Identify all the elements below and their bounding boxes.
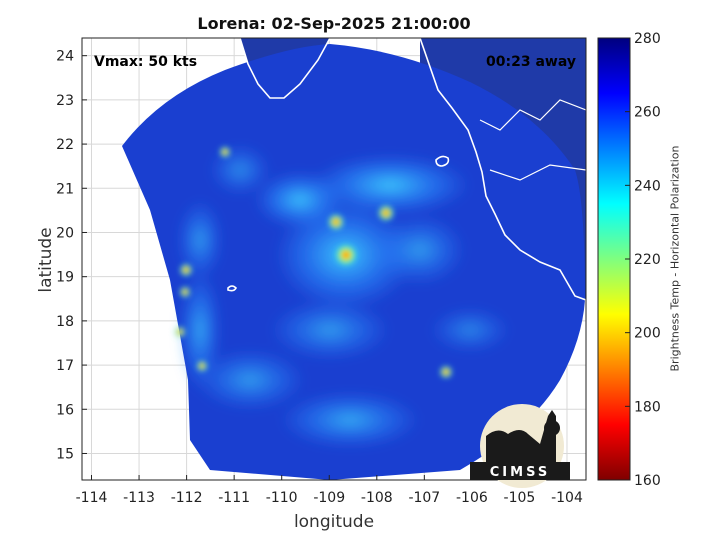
storm-cloud-pattern [178, 145, 510, 448]
colorbar-ticks: 160 180 200 220 240 260 280 [625, 31, 661, 489]
logo-silhouette [486, 410, 556, 468]
x-tick-label: -105 [504, 490, 536, 506]
x-tick-label: -104 [551, 490, 583, 506]
x-tick-label: -109 [313, 490, 345, 506]
colorbar-tick-label: 160 [634, 473, 661, 489]
x-ticks: -114 -113 -112 -111 -110 -109 -108 -107 -106 -105… [76, 475, 583, 506]
colorbar [597, 37, 631, 481]
y-tick-label: 21 [56, 181, 74, 197]
y-tick-label: 20 [56, 225, 74, 241]
colorbar-tick-label: 240 [634, 178, 661, 194]
figure-title: Lorena: 02-Sep-2025 21:00:00 [197, 14, 471, 33]
y-tick-label: 17 [56, 358, 74, 374]
colorbar-tick-label: 260 [634, 105, 661, 121]
y-tick-label: 23 [56, 93, 74, 109]
x-tick-label: -106 [456, 490, 488, 506]
cimss-logo: CIMSS [470, 404, 570, 488]
x-tick-label: -108 [361, 490, 393, 506]
vmax-label: Vmax: 50 kts [94, 54, 198, 70]
y-tick-label: 24 [56, 49, 74, 65]
colorbar-tick-label: 220 [634, 252, 661, 268]
x-axis-label: longitude [293, 512, 375, 532]
y-ticks: 15 16 17 18 19 20 21 22 23 24 [56, 49, 87, 462]
colorbar-tick-label: 280 [634, 31, 661, 47]
x-tick-label: -113 [123, 490, 155, 506]
coastlines [227, 38, 586, 301]
y-tick-label: 18 [56, 314, 74, 330]
logo-text: CIMSS [490, 465, 550, 480]
x-tick-label: -110 [266, 490, 298, 506]
colorbar-tick-label: 200 [634, 326, 661, 342]
logo-banner [470, 462, 570, 480]
time-away-label: 00:23 away [486, 54, 576, 70]
colorbar-tick-label: 180 [634, 399, 661, 415]
y-tick-label: 15 [56, 446, 74, 462]
x-tick-label: -112 [171, 490, 203, 506]
convective-cores [174, 146, 453, 379]
y-tick-label: 22 [56, 137, 74, 153]
x-tick-label: -114 [76, 490, 108, 506]
x-tick-label: -107 [408, 490, 440, 506]
axes-frame [81, 37, 587, 481]
y-tick-label: 16 [56, 402, 74, 418]
y-tick-label: 19 [56, 270, 74, 286]
x-tick-label: -111 [218, 490, 250, 506]
